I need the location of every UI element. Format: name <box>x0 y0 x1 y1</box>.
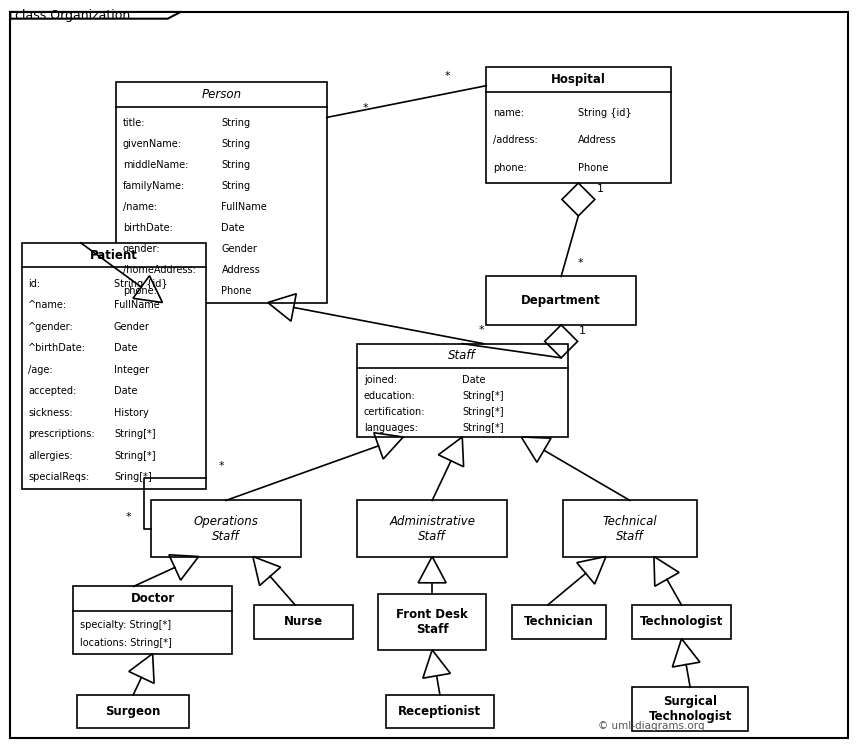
Text: String {id}: String {id} <box>578 108 632 117</box>
Text: /age:: /age: <box>28 365 53 375</box>
Text: /homeAddress:: /homeAddress: <box>123 265 196 275</box>
Text: Receptionist: Receptionist <box>398 705 482 718</box>
Bar <box>254 605 353 639</box>
Text: Patient: Patient <box>90 249 138 261</box>
Text: *: * <box>577 258 583 268</box>
Text: phone:: phone: <box>123 286 157 296</box>
Text: joined:: joined: <box>364 375 396 385</box>
Text: Phone: Phone <box>222 286 252 296</box>
Text: locations: String[*]: locations: String[*] <box>80 639 172 648</box>
Text: ^birthDate:: ^birthDate: <box>28 343 86 353</box>
Text: Hospital: Hospital <box>551 73 605 86</box>
Text: Technologist: Technologist <box>640 616 723 628</box>
Text: /address:: /address: <box>493 135 538 145</box>
Text: History: History <box>114 408 149 418</box>
Text: Integer: Integer <box>114 365 149 375</box>
Text: Address: Address <box>578 135 617 145</box>
Text: ^gender:: ^gender: <box>28 322 74 332</box>
Text: allergies:: allergies: <box>28 451 73 461</box>
Text: String: String <box>222 117 250 128</box>
Bar <box>563 500 697 557</box>
Bar <box>357 344 568 437</box>
Text: String[*]: String[*] <box>114 451 156 461</box>
Text: Date: Date <box>222 223 245 233</box>
Text: String[*]: String[*] <box>463 424 504 433</box>
Text: *: * <box>219 461 224 471</box>
Text: Surgeon: Surgeon <box>106 705 161 718</box>
Text: Address: Address <box>222 265 261 275</box>
Text: Sring[*]: Sring[*] <box>114 472 151 483</box>
Text: © uml-diagrams.org: © uml-diagrams.org <box>598 721 704 731</box>
Bar <box>486 67 671 183</box>
Text: String {id}: String {id} <box>114 279 168 288</box>
Text: Technical
Staff: Technical Staff <box>603 515 657 542</box>
Bar <box>77 695 189 728</box>
Text: Date: Date <box>463 375 486 385</box>
Text: Person: Person <box>201 88 242 101</box>
Text: *: * <box>478 325 484 335</box>
Text: sickness:: sickness: <box>28 408 73 418</box>
Text: ^name:: ^name: <box>28 300 67 310</box>
Text: title:: title: <box>123 117 145 128</box>
Text: givenName:: givenName: <box>123 139 182 149</box>
Text: Date: Date <box>114 343 138 353</box>
Text: accepted:: accepted: <box>28 386 77 396</box>
Text: birthDate:: birthDate: <box>123 223 173 233</box>
Text: middleName:: middleName: <box>123 160 188 170</box>
Text: FullName: FullName <box>222 202 267 212</box>
Text: *: * <box>363 103 368 113</box>
Bar <box>386 695 494 728</box>
Text: Staff: Staff <box>448 350 476 362</box>
Text: String: String <box>222 160 250 170</box>
Text: 1: 1 <box>596 184 604 194</box>
Text: *: * <box>126 512 131 521</box>
Bar <box>357 500 507 557</box>
Text: phone:: phone: <box>493 163 526 173</box>
Text: name:: name: <box>493 108 524 117</box>
Text: Department: Department <box>521 294 601 307</box>
Text: gender:: gender: <box>123 244 161 254</box>
Text: languages:: languages: <box>364 424 418 433</box>
Text: String[*]: String[*] <box>114 430 156 439</box>
Text: prescriptions:: prescriptions: <box>28 430 95 439</box>
Text: education:: education: <box>364 391 415 401</box>
Text: /name:: /name: <box>123 202 157 212</box>
Text: class Organization: class Organization <box>15 9 131 22</box>
Text: String: String <box>222 139 250 149</box>
Text: FullName: FullName <box>114 300 160 310</box>
Bar <box>632 605 731 639</box>
Bar <box>150 500 301 557</box>
Text: String[*]: String[*] <box>463 391 504 401</box>
Text: Gender: Gender <box>114 322 150 332</box>
Bar <box>73 586 232 654</box>
Text: Operations
Staff: Operations Staff <box>194 515 258 542</box>
Text: String[*]: String[*] <box>463 407 504 418</box>
Text: Phone: Phone <box>578 163 609 173</box>
Text: *: * <box>445 71 450 81</box>
Text: id:: id: <box>28 279 40 288</box>
Text: Date: Date <box>114 386 138 396</box>
Text: Administrative
Staff: Administrative Staff <box>389 515 475 542</box>
Text: specialty: String[*]: specialty: String[*] <box>80 620 171 630</box>
Bar <box>22 243 206 489</box>
Text: specialReqs:: specialReqs: <box>28 472 89 483</box>
Text: Front Desk
Staff: Front Desk Staff <box>396 608 468 636</box>
Text: familyName:: familyName: <box>123 181 185 190</box>
Text: Technician: Technician <box>524 616 594 628</box>
Bar <box>116 82 327 303</box>
Text: 1: 1 <box>579 326 587 336</box>
Text: Gender: Gender <box>222 244 257 254</box>
Bar <box>378 594 486 650</box>
Bar <box>486 276 636 325</box>
Text: Nurse: Nurse <box>284 616 322 628</box>
Text: Surgical
Technologist: Surgical Technologist <box>648 695 732 723</box>
Text: String: String <box>222 181 250 190</box>
Bar <box>512 605 606 639</box>
Polygon shape <box>10 12 181 19</box>
Text: certification:: certification: <box>364 407 426 418</box>
Text: Doctor: Doctor <box>131 592 175 605</box>
Bar <box>632 687 748 731</box>
